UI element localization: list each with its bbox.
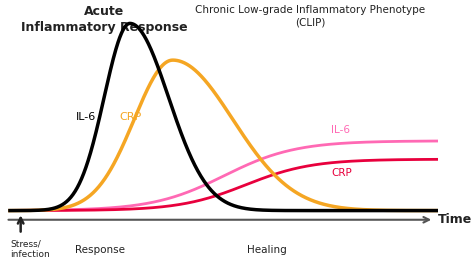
Text: Healing: Healing [247, 246, 287, 255]
Text: Acute
Inflammatory Response: Acute Inflammatory Response [21, 5, 188, 34]
Text: Stress/
infection: Stress/ infection [10, 240, 50, 259]
Text: Time: Time [438, 213, 473, 226]
Text: Chronic Low-grade Inflammatory Phenotype
(CLIP): Chronic Low-grade Inflammatory Phenotype… [195, 5, 425, 27]
Text: Response: Response [75, 246, 125, 255]
Text: CRP: CRP [331, 168, 352, 178]
Text: CRP: CRP [119, 112, 141, 122]
Text: IL-6: IL-6 [76, 112, 97, 122]
Text: IL-6: IL-6 [331, 125, 350, 135]
